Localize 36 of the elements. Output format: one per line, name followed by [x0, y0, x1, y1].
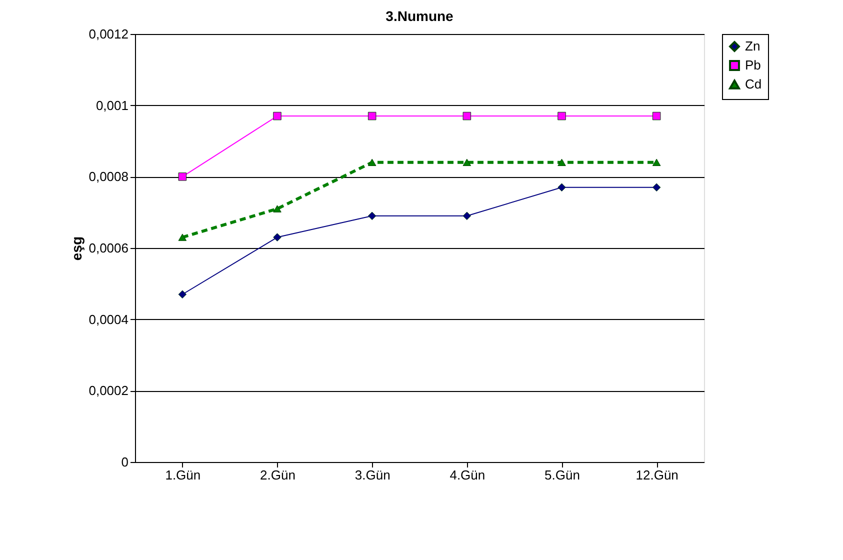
- x-tick-label: 12.Gün: [636, 468, 678, 482]
- y-tick-label: 0,0002: [88, 383, 128, 398]
- point: [652, 158, 661, 166]
- point: [178, 234, 187, 241]
- point: [273, 233, 282, 242]
- x-tick-label: 2.Gün: [260, 468, 296, 482]
- legend-label: Zn: [745, 38, 760, 54]
- point: [652, 183, 661, 192]
- chart-title: 3.Numune: [386, 8, 454, 24]
- y-axis-title: eşg: [68, 236, 85, 261]
- point: [558, 158, 566, 166]
- point: [558, 112, 566, 120]
- point: [178, 172, 187, 181]
- x-tick-label: 3.Gün: [354, 468, 390, 482]
- y-tick-label: 0,001: [96, 98, 128, 113]
- point: [178, 290, 187, 298]
- x-tick-label: 5.Gün: [544, 468, 580, 482]
- point: [273, 112, 282, 120]
- point: [368, 212, 376, 220]
- y-tick-label: 0,0006: [88, 240, 128, 256]
- y-tick-label: 0,0004: [88, 312, 128, 327]
- point: [368, 112, 376, 120]
- point: [652, 112, 661, 120]
- point: [462, 158, 472, 166]
- point: [558, 183, 566, 192]
- point: [273, 205, 282, 212]
- point: [462, 112, 472, 120]
- x-tick-label: 4.Gün: [450, 468, 486, 482]
- y-tick-label: 0,0012: [88, 26, 128, 42]
- y-tick-label: 0,0008: [88, 169, 128, 184]
- y-tick-label: 0: [121, 454, 128, 470]
- x-tick-label: 1.Gün: [165, 468, 201, 482]
- legend-label: Cd: [745, 76, 762, 92]
- point: [368, 158, 376, 166]
- point: [462, 212, 472, 220]
- legend-label: Pb: [745, 58, 761, 72]
